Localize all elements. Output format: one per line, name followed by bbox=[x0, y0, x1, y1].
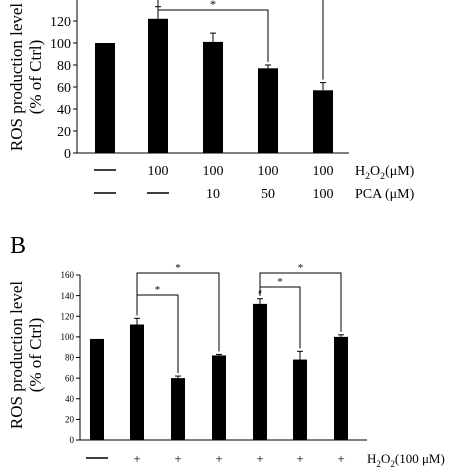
row-cell: 50 bbox=[261, 187, 275, 202]
y-tick-label: 40 bbox=[65, 394, 75, 404]
row-cell: + bbox=[215, 451, 222, 466]
row-cell: + bbox=[296, 451, 303, 466]
bar bbox=[203, 41, 223, 153]
significance-star: * bbox=[298, 262, 304, 274]
y-tick-label: 20 bbox=[65, 415, 75, 425]
row-cell: 100 bbox=[258, 164, 279, 179]
y-tick-label: 60 bbox=[65, 373, 75, 383]
bar bbox=[171, 378, 185, 440]
y-axis-title: ROS production level bbox=[7, 281, 26, 430]
bar bbox=[293, 359, 307, 440]
significance-bracket bbox=[136, 272, 220, 352]
significance-star: * bbox=[155, 284, 161, 296]
row-label-part: 2 bbox=[376, 459, 381, 469]
row-cell: + bbox=[133, 451, 140, 466]
row-label-part: (μM) bbox=[385, 164, 415, 179]
row-label: H2O2(100 μM) bbox=[367, 451, 445, 469]
significance-bracket bbox=[157, 3, 269, 62]
y-tick-label: 100 bbox=[61, 332, 75, 342]
row-cell: 100 bbox=[313, 164, 334, 179]
bar bbox=[334, 336, 348, 440]
y-tick-label: 120 bbox=[61, 311, 75, 321]
bar bbox=[148, 18, 168, 153]
row-label: H2O2(μM) bbox=[355, 164, 415, 182]
bar bbox=[313, 90, 333, 153]
row-label-part: 2 bbox=[380, 171, 385, 182]
significance-bracket bbox=[157, 0, 324, 80]
row-label-part: (100 μM) bbox=[395, 451, 445, 466]
row-label-part: O bbox=[370, 164, 380, 179]
y-axis-title: (% of Ctrl) bbox=[26, 318, 45, 393]
row-label-part: O bbox=[381, 451, 390, 466]
row-label-part: H bbox=[367, 451, 376, 466]
row-label-part: 2 bbox=[365, 171, 370, 182]
bar bbox=[130, 324, 144, 440]
row-cell: + bbox=[174, 451, 181, 466]
y-tick-label: 0 bbox=[64, 147, 71, 162]
y-tick-label: 100 bbox=[50, 37, 71, 52]
row-cell: 100 bbox=[203, 164, 224, 179]
significance-star: * bbox=[277, 276, 283, 288]
y-tick-label: 0 bbox=[70, 435, 75, 445]
row-cell: 100 bbox=[313, 187, 334, 202]
significance-bracket bbox=[259, 272, 342, 332]
row-label: PCA (μM) bbox=[355, 187, 415, 202]
bar bbox=[253, 303, 267, 440]
row-label-part: H bbox=[355, 164, 365, 179]
bar bbox=[258, 68, 278, 153]
y-tick-label: 20 bbox=[57, 125, 71, 140]
bar bbox=[212, 355, 226, 440]
row-cell: + bbox=[337, 451, 344, 466]
y-tick-label: 80 bbox=[65, 353, 75, 363]
significance-star: * bbox=[210, 0, 216, 11]
y-axis-title: ROS production level bbox=[7, 3, 26, 152]
y-axis-title: (% of Ctrl) bbox=[26, 40, 45, 115]
row-cell: + bbox=[256, 451, 263, 466]
y-tick-label: 40 bbox=[57, 103, 71, 118]
y-tick-label: 60 bbox=[57, 81, 71, 96]
y-tick-label: 160 bbox=[61, 270, 75, 280]
y-tick-label: 140 bbox=[61, 291, 75, 301]
row-cell: 10 bbox=[206, 187, 220, 202]
row-label-part: 2 bbox=[390, 459, 395, 469]
y-tick-label: 80 bbox=[57, 59, 71, 74]
y-tick-label: 120 bbox=[50, 15, 71, 30]
bar bbox=[90, 338, 104, 440]
panel-label: B bbox=[10, 233, 26, 259]
bar bbox=[95, 43, 115, 153]
significance-star: * bbox=[175, 262, 181, 274]
row-cell: 100 bbox=[148, 164, 169, 179]
